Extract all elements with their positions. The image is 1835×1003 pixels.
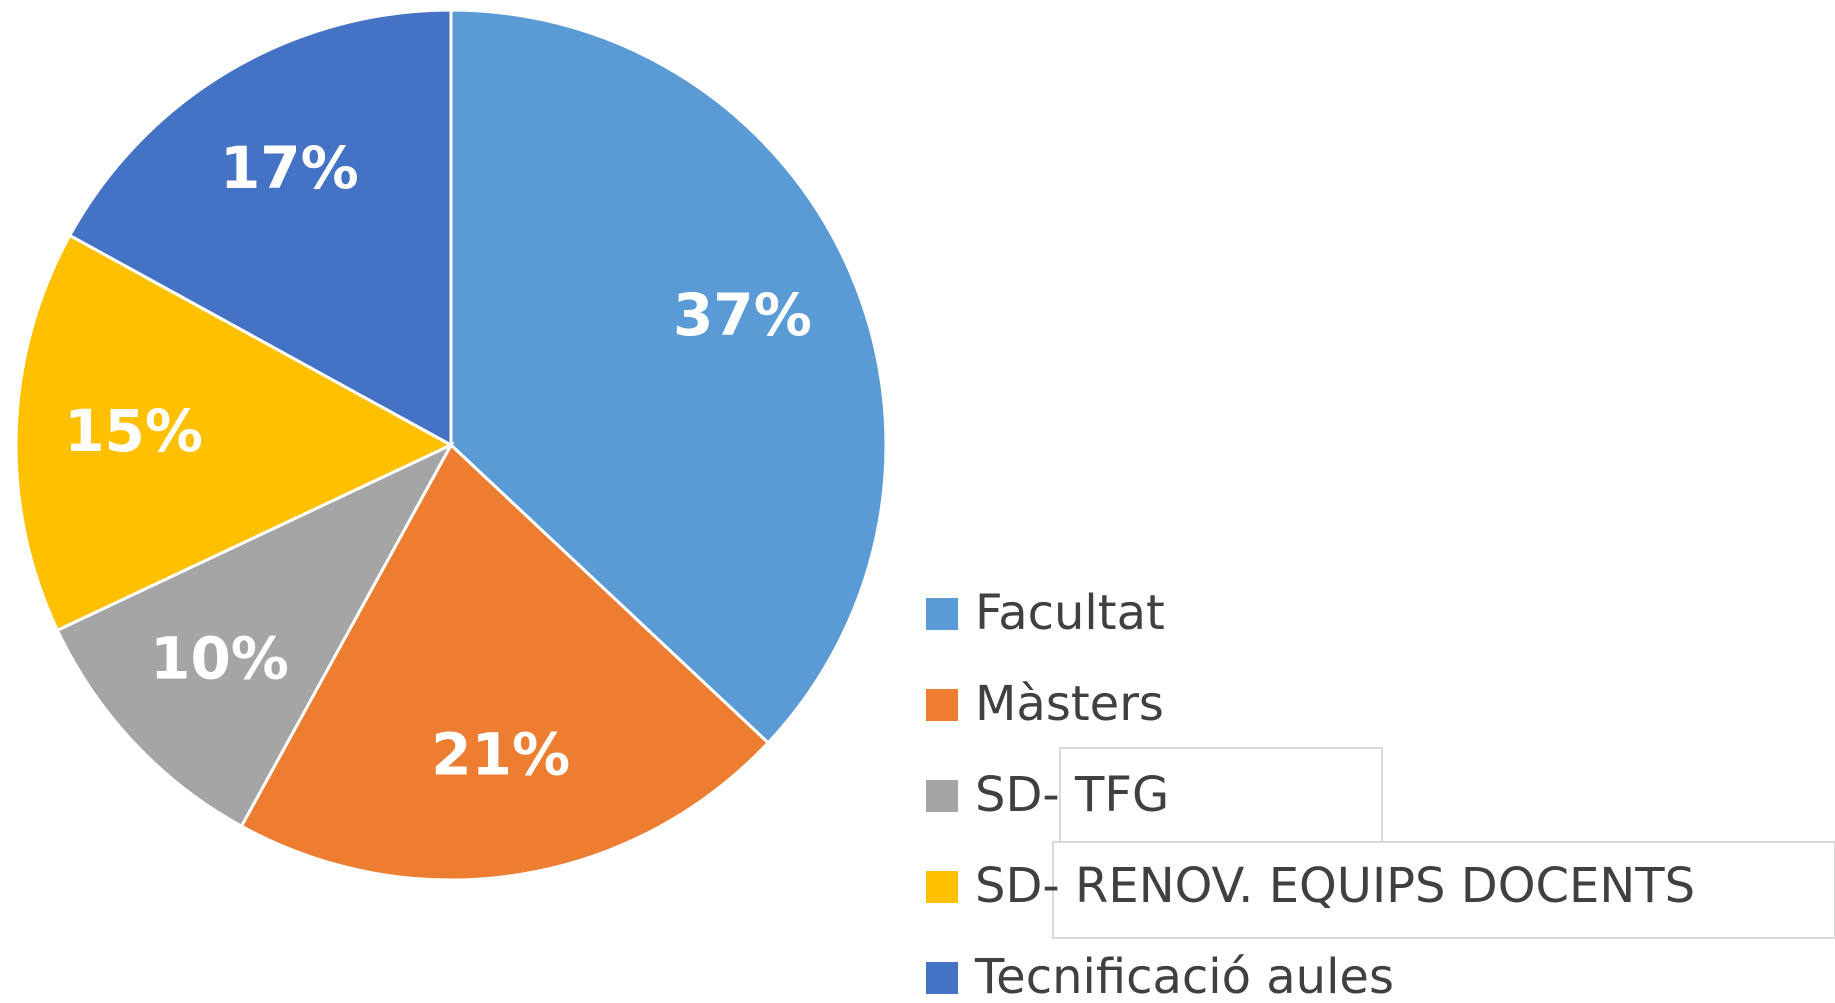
pie-slice [449, 8, 888, 745]
data-label: 21% [431, 721, 570, 789]
legend-swatch [924, 778, 960, 814]
pie-slice [55, 441, 455, 829]
pie-slice [67, 8, 453, 448]
overlay-box [1052, 841, 1835, 939]
legend-swatch [924, 960, 960, 996]
data-label: 17% [220, 134, 359, 202]
legend-swatch [924, 596, 960, 632]
legend-swatch [924, 687, 960, 723]
data-label: 10% [150, 624, 289, 692]
data-label: 15% [64, 397, 203, 465]
legend-swatch [924, 869, 960, 905]
legend-label: Tecnificació aules [974, 949, 1394, 1003]
legend-label: Facultat [975, 585, 1165, 641]
pie-slice [14, 233, 455, 633]
legend-label: Màsters [975, 676, 1164, 732]
legend-label: SD- TFG [975, 767, 1169, 823]
overlay-box [1059, 747, 1383, 845]
data-label: 37% [673, 281, 812, 349]
legend-label: SD- RENOV. EQUIPS DOCENTS [975, 858, 1695, 914]
pie-slice [239, 442, 771, 882]
